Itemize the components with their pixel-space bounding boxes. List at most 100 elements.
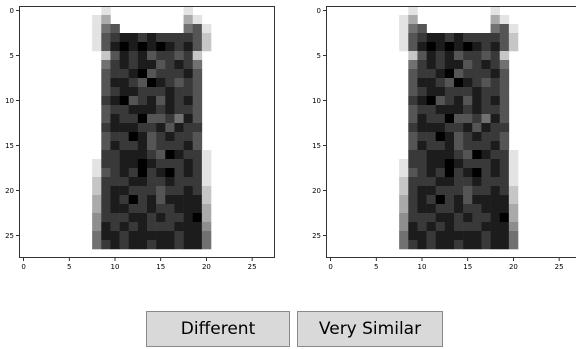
image-pixel bbox=[110, 213, 120, 223]
image-pixel bbox=[499, 60, 510, 70]
image-pixel bbox=[435, 177, 446, 187]
image-pixel bbox=[454, 177, 464, 187]
image-pixel bbox=[444, 51, 455, 61]
image-pixel bbox=[110, 42, 120, 52]
plot-frame bbox=[326, 6, 576, 258]
image-pixel bbox=[426, 78, 437, 88]
image-pixel bbox=[417, 105, 427, 115]
image-pixel bbox=[399, 42, 409, 52]
image-pixel bbox=[192, 96, 203, 106]
image-pixel bbox=[147, 195, 157, 205]
image-pixel bbox=[183, 222, 194, 232]
image-pixel bbox=[472, 42, 482, 52]
image-pixel bbox=[101, 123, 111, 133]
image-pixel bbox=[399, 240, 409, 250]
image-pixel bbox=[92, 204, 102, 214]
image-pixel bbox=[444, 69, 455, 79]
image-pixel bbox=[119, 114, 130, 124]
image-pixel bbox=[472, 231, 482, 241]
image-pixel bbox=[174, 159, 184, 169]
image-pixel bbox=[417, 114, 427, 124]
image-pixel bbox=[417, 213, 427, 223]
very-similar-button[interactable]: Very Similar bbox=[297, 311, 443, 347]
image-pixel bbox=[110, 222, 120, 232]
image-pixel bbox=[101, 42, 111, 52]
image-pixel bbox=[481, 159, 491, 169]
image-pixel bbox=[508, 42, 519, 52]
image-pixel bbox=[481, 213, 491, 223]
image-pixel bbox=[119, 42, 130, 52]
image-pixel bbox=[201, 231, 212, 241]
image-pixel bbox=[183, 150, 194, 160]
image-pixel bbox=[435, 132, 446, 142]
image-pixel bbox=[399, 177, 409, 187]
image-pixel bbox=[119, 168, 130, 178]
image-pixel bbox=[101, 231, 111, 241]
image-pixel bbox=[165, 42, 175, 52]
image-pixel bbox=[463, 150, 473, 160]
image-pixel bbox=[444, 177, 455, 187]
image-pixel bbox=[499, 87, 510, 97]
image-pixel bbox=[201, 213, 212, 223]
image-pixel bbox=[454, 204, 464, 214]
image-pixel bbox=[408, 96, 418, 106]
image-pixel bbox=[481, 78, 491, 88]
image-pixel bbox=[499, 213, 510, 223]
image-pixel bbox=[463, 213, 473, 223]
image-pixel bbox=[426, 195, 437, 205]
image-pixel bbox=[192, 132, 203, 142]
image-pixel bbox=[165, 87, 175, 97]
image-pixel bbox=[472, 150, 482, 160]
image-pixel bbox=[165, 69, 175, 79]
image-pixel bbox=[417, 159, 427, 169]
image-pixel bbox=[165, 78, 175, 88]
image-pixel bbox=[435, 159, 446, 169]
image-pixel bbox=[201, 168, 212, 178]
image-pixel bbox=[444, 60, 455, 70]
image-pixel bbox=[147, 51, 157, 61]
image-pixel bbox=[192, 231, 203, 241]
image-pixel bbox=[490, 177, 501, 187]
image-pixel bbox=[435, 231, 446, 241]
image-pixel bbox=[417, 123, 427, 133]
image-pixel bbox=[183, 123, 194, 133]
image-pixel bbox=[417, 33, 427, 43]
image-pixel bbox=[417, 177, 427, 187]
image-pixel bbox=[165, 96, 175, 106]
image-pixel bbox=[490, 195, 501, 205]
image-pixel bbox=[490, 168, 501, 178]
image-pixel bbox=[490, 204, 501, 214]
y-tick-label: 10 bbox=[5, 97, 14, 105]
image-pixel bbox=[119, 177, 130, 187]
image-pixel bbox=[92, 33, 102, 43]
image-pixel bbox=[408, 240, 418, 250]
image-pixel bbox=[192, 195, 203, 205]
left-image-plot: 0 5 10 15 20 25 0 5 10 15 20 25 bbox=[5, 6, 275, 271]
image-pixel bbox=[183, 24, 194, 34]
image-pixel bbox=[490, 141, 501, 151]
image-pixel bbox=[481, 123, 491, 133]
image-pixel bbox=[110, 141, 120, 151]
image-pixel bbox=[128, 240, 139, 250]
different-button[interactable]: Different bbox=[146, 311, 290, 347]
image-pixel bbox=[165, 132, 175, 142]
image-pixel bbox=[147, 159, 157, 169]
x-tick-label: 10 bbox=[418, 263, 427, 271]
image-pixel bbox=[119, 150, 130, 160]
image-pixel bbox=[101, 78, 111, 88]
image-pixel bbox=[201, 150, 212, 160]
image-pixel bbox=[472, 33, 482, 43]
image-pixel bbox=[183, 186, 194, 196]
image-pixel bbox=[137, 78, 148, 88]
image-pixel bbox=[481, 177, 491, 187]
image-pixel bbox=[147, 240, 157, 250]
image-pixel bbox=[481, 186, 491, 196]
image-pixel bbox=[137, 33, 148, 43]
image-pixel bbox=[110, 231, 120, 241]
image-pixel bbox=[408, 51, 418, 61]
image-pixel bbox=[128, 87, 139, 97]
image-pixel bbox=[490, 186, 501, 196]
image-pixel bbox=[499, 195, 510, 205]
image-pixel bbox=[435, 123, 446, 133]
image-pixel bbox=[463, 96, 473, 106]
